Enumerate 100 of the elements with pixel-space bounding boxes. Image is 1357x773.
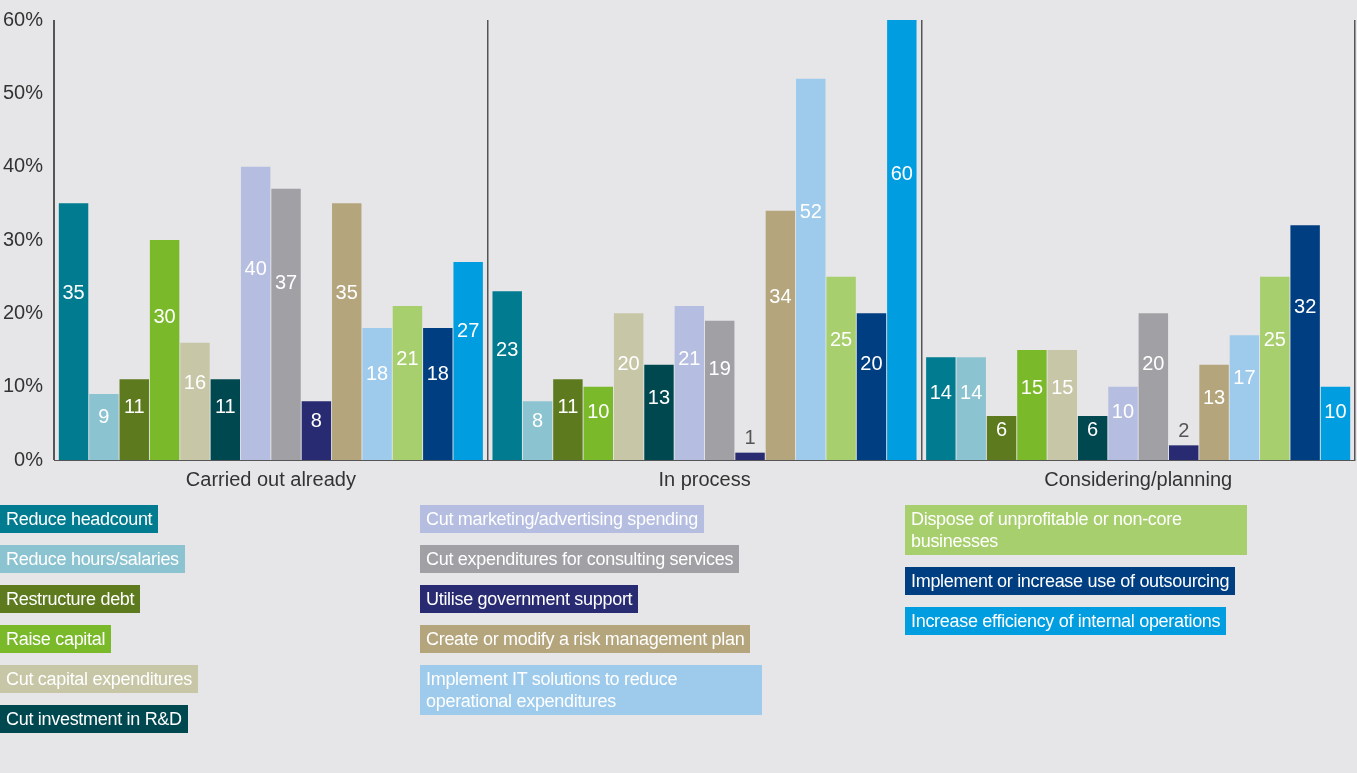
text: Dispose of unprofitable or non-core businesses — [905, 505, 1247, 555]
bar — [362, 328, 392, 460]
data-label: 10 — [1111, 399, 1135, 422]
text: Cut expenditures for consulting services — [420, 545, 740, 573]
data-label: 34 — [769, 285, 792, 308]
data-label: 9 — [98, 404, 110, 427]
text: Implement or increase use of outsourcing — [905, 567, 1236, 595]
data-label: 37 — [274, 271, 298, 294]
bar — [453, 262, 483, 460]
bar — [1260, 276, 1290, 460]
data-label: 60 — [890, 161, 913, 184]
data-label: 23 — [496, 337, 519, 360]
y-tick-label: 10% — [3, 374, 44, 397]
y-tick-label: 20% — [3, 300, 44, 323]
data-label: 14 — [929, 380, 952, 403]
bar — [1199, 364, 1229, 460]
data-label: 16 — [183, 371, 207, 394]
bar — [180, 342, 210, 460]
data-label: 2 — [1178, 418, 1190, 441]
data-label: 15 — [1051, 376, 1074, 399]
bar — [826, 276, 856, 460]
data-label: 18 — [365, 361, 389, 384]
data-label: 11 — [214, 395, 236, 418]
text: Utilise government support — [420, 585, 639, 613]
data-label: 13 — [647, 385, 671, 408]
bar — [644, 364, 674, 460]
y-tick-label: 0% — [14, 447, 44, 470]
data-label: 32 — [1294, 294, 1317, 317]
bar — [704, 320, 735, 460]
data-label: 35 — [62, 280, 85, 303]
bar — [1320, 386, 1351, 460]
data-label: 15 — [1020, 376, 1044, 399]
bar — [1017, 350, 1047, 460]
data-label: 20 — [860, 352, 883, 375]
bar — [1229, 335, 1260, 460]
text: Cut investment in R&D — [0, 705, 188, 733]
bar — [887, 20, 917, 460]
bar — [1138, 313, 1169, 460]
bar — [735, 452, 765, 460]
data-label: 14 — [960, 380, 983, 403]
data-label: 8 — [531, 409, 544, 432]
bar — [1290, 225, 1320, 460]
bar — [674, 306, 705, 460]
data-label: 20 — [1142, 352, 1165, 375]
x-tick-label: In process — [658, 467, 751, 490]
bar — [1108, 386, 1138, 460]
data-label: 6 — [996, 417, 1008, 440]
text: Increase efficiency of internal operations — [905, 607, 1227, 635]
y-tick-label: 30% — [3, 227, 44, 250]
data-label: 35 — [335, 280, 358, 303]
data-label: 6 — [1087, 417, 1099, 440]
bar — [149, 240, 180, 460]
bar — [926, 357, 956, 460]
data-label: 11 — [123, 395, 145, 418]
bar — [492, 291, 522, 460]
bar — [89, 394, 119, 460]
text: Raise capital — [0, 625, 112, 653]
data-label: 40 — [244, 256, 267, 279]
text: Implement IT solutions to reduce operational expenditures — [420, 665, 762, 715]
bar — [1077, 416, 1108, 460]
text: Reduce headcount — [0, 505, 159, 533]
data-label: 52 — [799, 199, 822, 222]
text: Restructure debt — [0, 585, 141, 613]
data-label: 1 — [744, 426, 756, 449]
bar — [301, 401, 332, 460]
bar — [119, 379, 149, 460]
data-label: 13 — [1202, 385, 1226, 408]
bar — [796, 78, 826, 460]
data-label: 10 — [1324, 399, 1347, 422]
data-label: 27 — [457, 318, 480, 341]
data-label: 11 — [557, 395, 579, 418]
bar — [332, 203, 362, 460]
y-tick-label: 40% — [3, 154, 44, 177]
bar — [553, 379, 583, 460]
data-label: 20 — [617, 352, 640, 375]
bar — [58, 203, 89, 460]
x-tick-label: Considering/planning — [1044, 467, 1233, 490]
text: Cut marketing/advertising spending — [420, 505, 704, 533]
bar — [210, 379, 241, 460]
bar — [522, 401, 553, 460]
bar — [856, 313, 887, 460]
bar — [240, 166, 271, 460]
data-label: 21 — [396, 347, 419, 370]
bar — [1047, 350, 1077, 460]
data-label: 17 — [1233, 366, 1256, 389]
data-label: 25 — [1263, 328, 1286, 351]
bar — [986, 416, 1017, 460]
text: Create or modify a risk management plan — [420, 625, 751, 653]
bar — [271, 188, 301, 460]
data-label: 18 — [426, 361, 449, 384]
data-label: 30 — [153, 304, 176, 327]
bar — [583, 386, 613, 460]
bar — [423, 328, 453, 460]
bar — [956, 357, 986, 460]
y-tick-label: 50% — [3, 80, 44, 103]
y-tick-label: 60% — [3, 7, 44, 30]
data-label: 10 — [587, 399, 610, 422]
data-label: 21 — [678, 347, 701, 370]
bar — [392, 306, 423, 460]
bar — [1168, 445, 1199, 460]
